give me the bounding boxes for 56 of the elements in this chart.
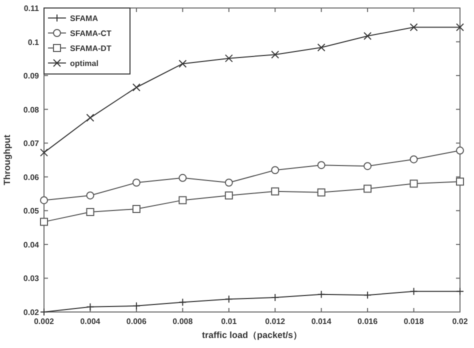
y-tick-label: 0.08: [23, 105, 40, 114]
x-axis-title: traffic load（packet/s）: [202, 330, 302, 340]
y-tick-label: 0.04: [23, 240, 40, 250]
point: [224, 191, 233, 200]
point: [410, 23, 418, 32]
point: [364, 184, 372, 193]
point: [456, 23, 464, 32]
y-tick-label: 0.05: [23, 206, 40, 216]
point: [40, 218, 48, 226]
y-tick-label: 0.03: [23, 274, 40, 284]
legend-label: SFAMA: [70, 14, 98, 23]
point: [132, 178, 140, 187]
point: [224, 178, 233, 187]
x-tick-label: 0.014: [311, 317, 332, 326]
point: [86, 208, 94, 216]
point: [456, 146, 464, 155]
x-tick-label: 0.018: [404, 317, 424, 326]
point: [271, 187, 280, 196]
point: [178, 174, 187, 182]
y-axis-title: Throughput: [2, 134, 12, 186]
point: [271, 50, 280, 59]
point: [271, 166, 280, 174]
point: [40, 148, 48, 157]
x-tick-label: 0.004: [80, 317, 101, 326]
y-tick-label: 0.1: [28, 38, 40, 47]
x-tick-label: 0.02: [452, 317, 468, 326]
point: [364, 32, 372, 40]
x-tick-label: 0.002: [34, 317, 55, 326]
point: [86, 191, 94, 200]
x-tick-label: 0.008: [172, 317, 194, 326]
point: [132, 83, 140, 92]
y-tick-label: 0.06: [23, 172, 40, 182]
point: [86, 114, 94, 122]
point: [410, 180, 418, 188]
y-tick-label: 0.11: [24, 4, 40, 13]
point: [410, 155, 418, 164]
point: [132, 204, 140, 213]
point: [178, 196, 187, 204]
x-tick-label: 0.01: [221, 317, 238, 326]
legend-label: SFAMA-CT: [70, 29, 112, 38]
point: [178, 60, 187, 68]
point: [364, 162, 372, 170]
legend-label: SFAMA-DT: [70, 44, 112, 53]
x-tick-label: 0.016: [358, 317, 378, 326]
point: [224, 54, 233, 62]
point: [40, 196, 48, 204]
x-tick-label: 0.006: [126, 317, 147, 326]
point: [456, 178, 464, 186]
point: [317, 161, 326, 170]
point: [317, 44, 326, 52]
legend-label: optimal: [70, 59, 98, 68]
x-tick-label: 0.012: [265, 317, 286, 326]
y-tick-label: 0.02: [23, 308, 40, 317]
y-tick-label: 0.07: [23, 139, 40, 148]
y-tick-label: 0.09: [23, 72, 40, 81]
point: [317, 188, 326, 196]
